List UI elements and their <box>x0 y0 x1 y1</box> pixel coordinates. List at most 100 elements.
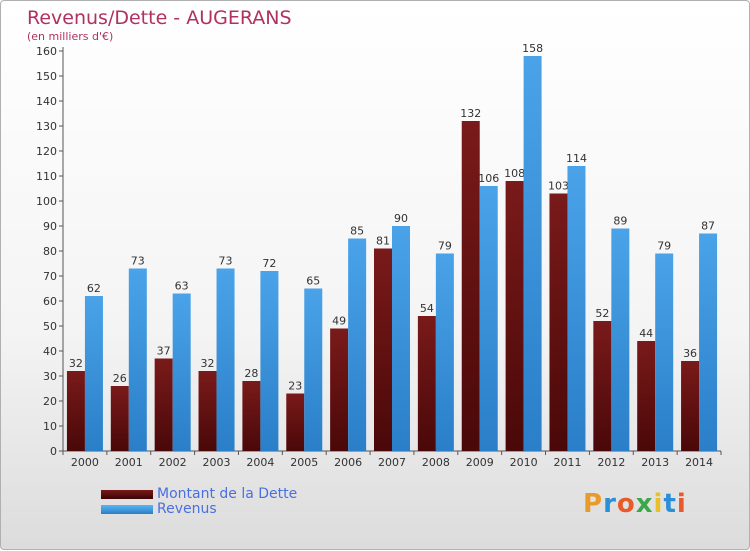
bar-revenus <box>260 271 279 451</box>
bar-revenus <box>655 253 674 451</box>
data-label-revenus: 87 <box>701 220 715 233</box>
bar-dette <box>286 393 305 451</box>
legend-swatch-revenus <box>101 505 153 514</box>
x-tick-label: 2012 <box>597 456 625 469</box>
bar-dette <box>374 248 392 451</box>
y-tick-label: 160 <box>36 45 57 58</box>
y-tick-label: 90 <box>43 220 57 233</box>
data-label-dette: 23 <box>288 380 302 393</box>
data-label-revenus: 106 <box>478 172 499 185</box>
y-tick-label: 40 <box>43 345 57 358</box>
bar-dette <box>461 121 480 451</box>
logo-letter: i <box>676 489 687 519</box>
bar-revenus <box>523 56 542 451</box>
data-label-dette: 103 <box>548 180 569 193</box>
y-tick-label: 60 <box>43 295 57 308</box>
data-label-dette: 32 <box>201 357 215 370</box>
data-label-revenus: 73 <box>131 255 145 268</box>
data-label-revenus: 90 <box>394 212 408 225</box>
bar-dette <box>154 358 173 451</box>
data-label-dette: 44 <box>639 327 653 340</box>
data-label-revenus: 79 <box>438 240 452 253</box>
bar-dette <box>593 321 612 451</box>
data-label-revenus: 85 <box>350 225 364 238</box>
y-tick-label: 50 <box>43 320 57 333</box>
data-label-dette: 54 <box>420 302 434 315</box>
x-tick-label: 2013 <box>641 456 669 469</box>
chart-title: Revenus/Dette - AUGERANS <box>27 7 292 29</box>
data-label-revenus: 72 <box>262 257 276 270</box>
logo-letter: x <box>635 489 654 519</box>
y-tick-label: 130 <box>36 120 57 133</box>
bar-dette <box>549 193 568 451</box>
bar-revenus <box>84 296 103 451</box>
data-label-revenus: 65 <box>306 275 320 288</box>
bar-dette <box>198 371 217 451</box>
x-tick-label: 2002 <box>159 456 187 469</box>
data-label-revenus: 114 <box>566 152 587 165</box>
bar-revenus <box>392 226 410 451</box>
data-label-revenus: 63 <box>175 280 189 293</box>
bar-dette <box>681 361 700 451</box>
y-tick-label: 30 <box>43 370 57 383</box>
data-label-revenus: 79 <box>657 240 671 253</box>
x-tick-label: 2010 <box>510 456 538 469</box>
data-label-dette: 26 <box>113 372 127 385</box>
bar-dette <box>417 316 436 451</box>
y-tick-label: 120 <box>36 145 57 158</box>
x-tick-label: 2007 <box>378 456 406 469</box>
legend-label-revenus: Revenus <box>157 501 217 517</box>
bar-revenus <box>611 228 630 451</box>
bar-revenus <box>479 186 498 451</box>
data-label-dette: 132 <box>460 107 481 120</box>
bar-dette <box>242 381 261 451</box>
data-label-dette: 49 <box>332 315 346 328</box>
data-label-revenus: 62 <box>87 282 101 295</box>
bar-dette <box>330 328 349 451</box>
y-tick-label: 140 <box>36 95 57 108</box>
y-tick-label: 70 <box>43 270 57 283</box>
bar-revenus <box>216 268 235 451</box>
data-label-dette: 81 <box>376 235 390 248</box>
logo-letter: t <box>663 489 677 519</box>
logo-letter: P <box>583 489 604 519</box>
x-tick-label: 2004 <box>246 456 274 469</box>
bar-revenus <box>699 233 718 451</box>
data-label-revenus: 158 <box>522 42 543 55</box>
x-tick-label: 2000 <box>71 456 99 469</box>
bar-revenus <box>304 288 323 451</box>
bar-revenus <box>348 238 367 451</box>
bar-dette <box>110 386 129 451</box>
x-tick-label: 2008 <box>422 456 450 469</box>
x-tick-label: 2005 <box>290 456 318 469</box>
y-tick-label: 100 <box>36 195 57 208</box>
y-tick-label: 10 <box>43 420 57 433</box>
data-label-dette: 37 <box>157 345 171 358</box>
y-tick-label: 20 <box>43 395 57 408</box>
x-tick-label: 2006 <box>334 456 362 469</box>
logo-letter: i <box>653 489 664 519</box>
x-tick-label: 2014 <box>685 456 713 469</box>
y-tick-label: 0 <box>50 445 57 458</box>
bar-revenus <box>172 293 191 451</box>
x-tick-label: 2011 <box>553 456 581 469</box>
y-tick-label: 110 <box>36 170 57 183</box>
logo-letter: r <box>603 489 617 519</box>
data-label-dette: 36 <box>683 347 697 360</box>
legend-label-dette: Montant de la Dette <box>157 486 298 502</box>
data-label-revenus: 73 <box>219 255 233 268</box>
chart-subtitle: (en milliers d'€) <box>27 30 114 43</box>
bar-revenus <box>128 268 147 451</box>
logo-letter: o <box>616 489 636 519</box>
data-label-dette: 52 <box>595 307 609 320</box>
data-label-dette: 28 <box>244 367 258 380</box>
legend-swatch-dette <box>101 490 153 499</box>
data-label-revenus: 89 <box>613 215 627 228</box>
x-tick-label: 2001 <box>115 456 143 469</box>
y-tick-label: 80 <box>43 245 57 258</box>
data-label-dette: 32 <box>69 357 83 370</box>
y-tick-label: 150 <box>36 70 57 83</box>
bar-dette <box>505 181 524 451</box>
